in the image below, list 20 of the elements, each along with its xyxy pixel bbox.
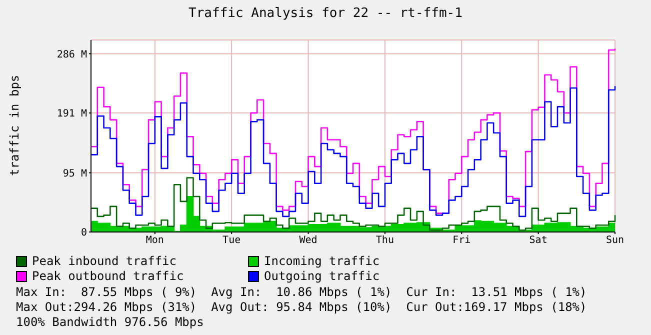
x-tick-label: Tue [222, 235, 241, 246]
legend-label: Outgoing traffic [264, 269, 380, 283]
x-tick-label: Sun [606, 235, 624, 246]
x-tick-label: Wed [299, 235, 318, 246]
y-tick-label: 0 [80, 228, 87, 239]
legend-label: Incoming traffic [264, 254, 380, 268]
legend-label: Peak inbound traffic [32, 254, 176, 268]
x-tick-label: Fri [452, 235, 471, 246]
text: 100% Bandwidth 976.56 Mbps [16, 315, 205, 330]
y-axis-title: traffic in bps [7, 74, 22, 176]
text: Max In: 87.55 Mbps ( 9%) Avg In: 10.86 Mbps ( 1%) Cur In: 13.51 Mbps ( 1%) [16, 285, 587, 300]
x-tick-label: Thu [376, 235, 394, 246]
y-tick-label: 95 M [62, 168, 87, 180]
chart-title: Traffic Analysis for 22 -- rt-ffm-1 [188, 6, 464, 21]
legend-label: Peak outbound traffic [32, 269, 184, 283]
y-tick-label: 286 M [56, 49, 87, 60]
text: Max Out:294.26 Mbps (31%) Avg Out: 95.84 Mbps (10%) Cur Out:169.17 Mbps (18%) [16, 300, 587, 315]
x-tick-label: Mon [146, 235, 164, 246]
y-tick-label: 191 M [56, 108, 87, 120]
x-tick-label: Sat [529, 235, 548, 246]
